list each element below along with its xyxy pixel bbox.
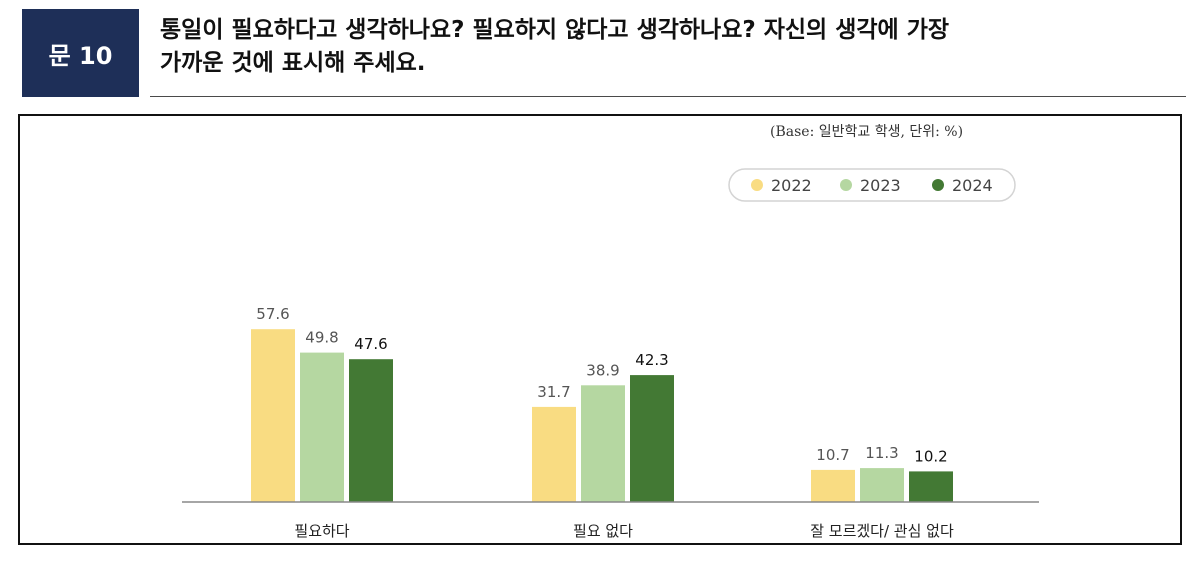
question-divider [150,96,1186,97]
bar-2023-2 [860,468,904,502]
data-label-2022-1: 31.7 [537,383,570,401]
category-label-1: 필요 없다 [573,522,633,540]
question-text: 통일이 필요하다고 생각하나요? 필요하지 않다고 생각하나요? 자신의 생각에… [160,14,1190,80]
data-label-2022-0: 57.6 [256,305,289,323]
legend-box [728,168,1016,202]
data-label-2024-0: 47.6 [354,335,387,353]
legend-label-2022: 2022 [771,176,812,195]
legend-label-2024: 2024 [952,176,993,195]
bar-2022-1 [532,406,576,502]
legend-label-2023: 2023 [860,176,901,195]
legend-dot-2022 [751,179,763,191]
category-label-2: 잘 모르겠다/ 관심 없다 [810,522,954,540]
data-label-2023-1: 38.9 [586,361,619,379]
data-label-2022-2: 10.7 [816,446,849,464]
legend-dot-2024 [932,179,944,191]
chart-frame [18,114,1182,545]
legend: 2022 2023 2024 [728,168,1016,202]
data-label-2024-2: 10.2 [914,447,947,465]
bar-2024-1 [630,375,674,502]
bar-2022-0 [251,329,295,502]
data-label-2024-1: 42.3 [635,351,668,369]
data-label-2023-0: 49.8 [305,329,338,347]
data-label-2023-2: 11.3 [865,444,898,462]
bar-2023-1 [581,385,625,502]
bars-group: 57.6 49.8 47.6 31.7 38.9 42.3 10.7 11.3 10.2 [251,305,953,502]
category-label-0: 필요하다 [294,522,349,540]
bar-2024-2 [909,471,953,502]
question-line-1: 통일이 필요하다고 생각하나요? 필요하지 않다고 생각하나요? 자신의 생각에… [160,17,950,43]
legend-dot-2023 [840,179,852,191]
question-number-badge: 문 10 [22,9,139,97]
category-labels: 필요하다 필요 없다 잘 모르겠다/ 관심 없다 [294,522,954,540]
base-note: (Base: 일반학교 학생, 단위: %) [770,124,964,140]
bar-2024-0 [349,359,393,502]
question-number: 문 10 [48,41,113,70]
bar-2022-2 [811,469,855,502]
question-line-2: 가까운 것에 표시해 주세요. [160,50,426,76]
bar-2023-0 [300,352,344,502]
